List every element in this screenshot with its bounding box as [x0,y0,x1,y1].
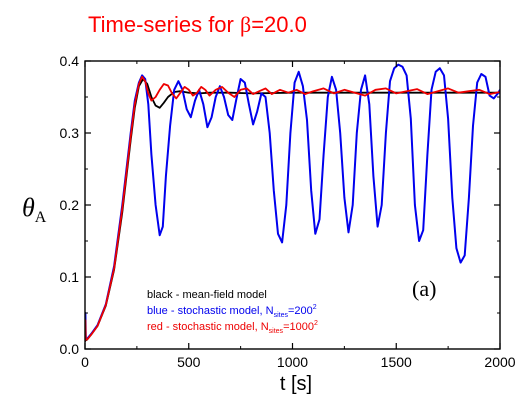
panel-label: (a) [412,276,436,301]
legend-entry-blue: blue - stochastic model, Nsites=2002 [147,304,317,319]
chart-title: Time-series for β=20.0 [88,12,307,37]
legend-entry-value: =1000 [283,321,314,333]
legend-entry-text: red - stochastic model, N [147,321,269,333]
series-line-red [85,75,500,342]
x-tick-label: 1000 [277,354,308,370]
y-axis-label-subscript: A [35,209,47,226]
y-tick-label: 0.0 [60,341,80,357]
x-tick-label: 500 [177,354,201,370]
y-tick-label: 0.3 [60,125,80,141]
title-prefix: Time-series for [88,12,240,37]
legend: black - mean-field model blue - stochasti… [147,289,318,335]
title-beta-symbol: β [240,12,251,37]
y-axis-label: θA [22,193,47,226]
x-tick-label: 1500 [381,354,412,370]
legend-entry-text: blue - stochastic model, N [147,305,274,317]
legend-entry-value: =200 [288,305,313,317]
legend-entry-superscript: 2 [313,304,317,311]
legend-entry-text: black - mean-field model [147,289,267,301]
y-tick-label: 0.2 [60,197,80,213]
series-line-blue [85,63,500,341]
x-axis-label: t [s] [280,373,312,395]
legend-entry-red: red - stochastic model, Nsites=10002 [147,320,318,335]
y-axis-label-main: θ [22,193,35,222]
y-tick-label: 0.1 [60,269,80,285]
x-tick-label: 0 [81,354,89,370]
plot-area: 0 500 1000 1500 2000 0.0 0.1 0.2 0.3 0.4 [60,53,516,370]
legend-entry-superscript: 2 [314,320,318,327]
legend-entry-subscript: sites [274,312,289,319]
y-tick-label: 0.4 [60,53,80,69]
title-suffix: =20.0 [251,12,307,37]
x-tick-label: 2000 [484,354,515,370]
legend-entry-black: black - mean-field model [147,289,267,301]
legend-entry-subscript: sites [269,328,284,335]
